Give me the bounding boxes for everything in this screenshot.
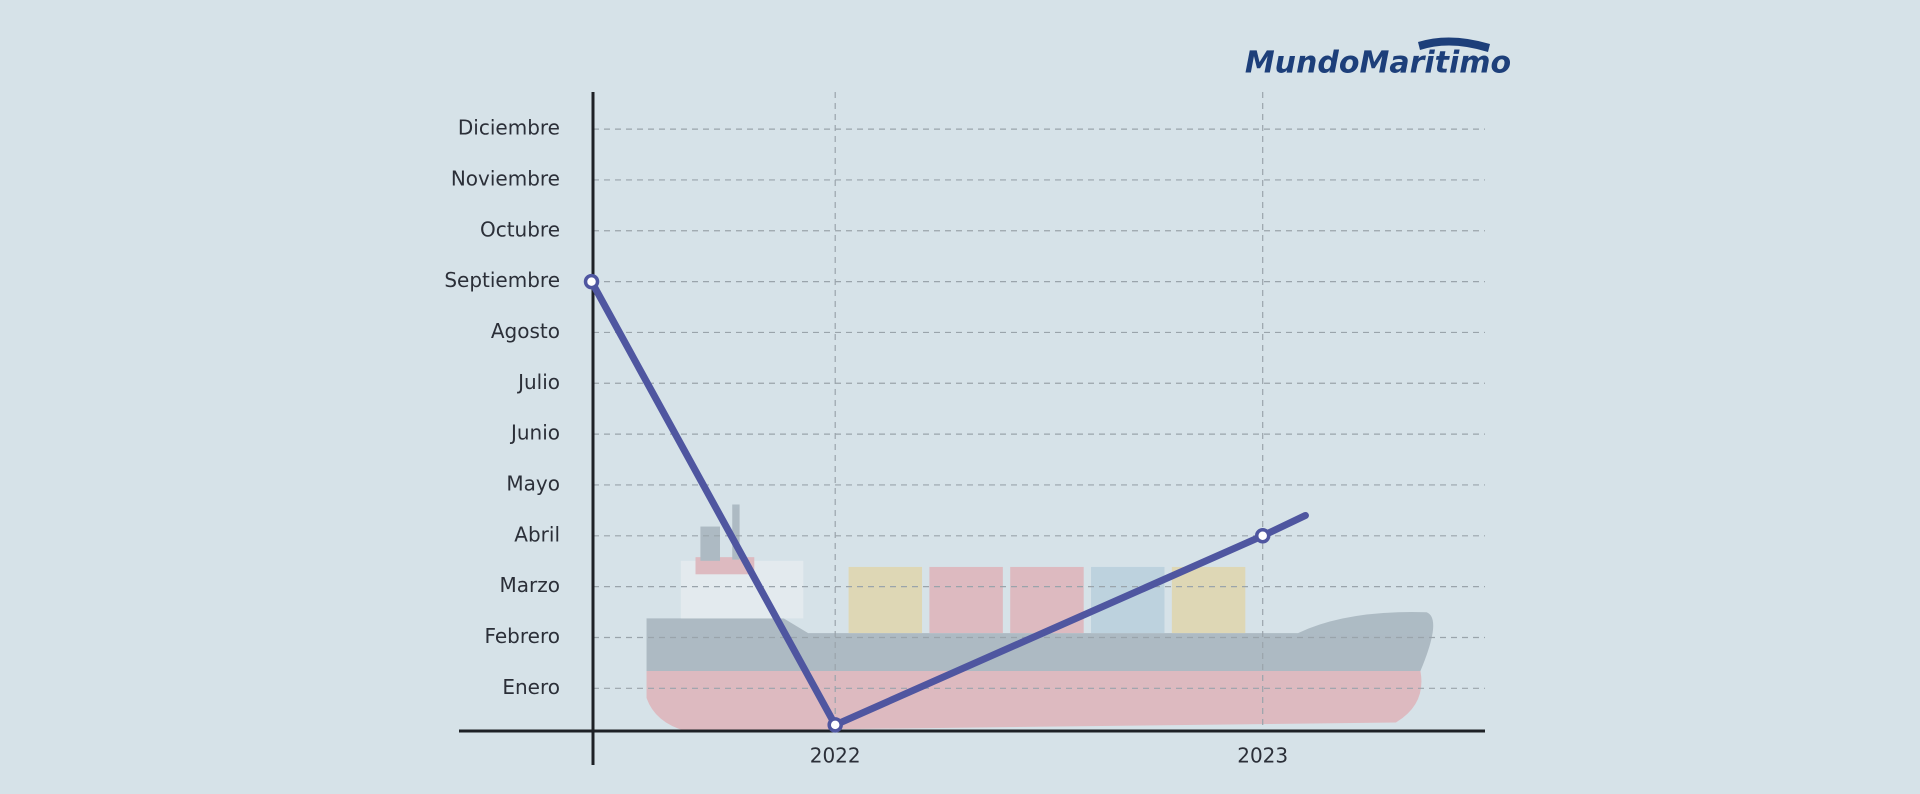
- y-tick-label: Junio: [509, 421, 560, 445]
- y-tick-label: Agosto: [491, 319, 560, 343]
- x-tick-label: 2023: [1237, 744, 1288, 768]
- y-tick-label: Marzo: [500, 573, 560, 597]
- y-tick-label: Mayo: [506, 471, 560, 495]
- point: [1254, 528, 1271, 544]
- y-tick-label: Septiembre: [444, 268, 560, 292]
- logo: MundoMaritimo: [1245, 46, 1511, 81]
- logo-wave: [1418, 37, 1490, 52]
- y-tick-label: Julio: [516, 370, 560, 394]
- point: [827, 717, 843, 733]
- y-tick-label: Enero: [502, 675, 560, 699]
- y-tick-label: Octubre: [480, 217, 560, 241]
- x-tick-label: 2022: [810, 744, 861, 768]
- y-tick-label: Febrero: [484, 624, 560, 648]
- ship-illustration: [646, 504, 1434, 732]
- y-tick-label: Diciembre: [458, 116, 560, 140]
- line: [588, 278, 1309, 729]
- y-tick-label: Abril: [514, 522, 560, 546]
- y-tick-label: Noviembre: [451, 166, 560, 190]
- point: [583, 273, 600, 290]
